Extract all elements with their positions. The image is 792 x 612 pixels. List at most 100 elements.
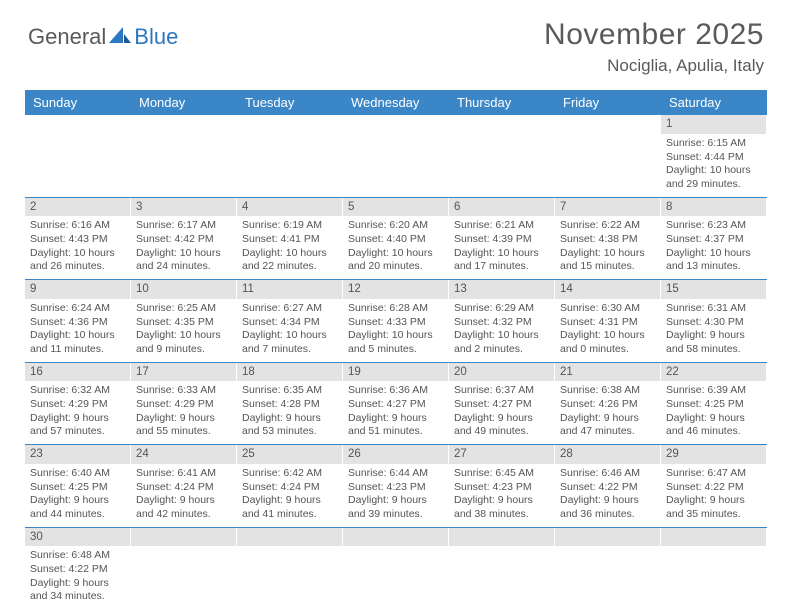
day-details: Sunrise: 6:32 AMSunset: 4:29 PMDaylight:… xyxy=(25,381,130,444)
calendar-cell xyxy=(343,528,449,610)
day-number: 22 xyxy=(661,363,766,382)
day-number: 15 xyxy=(661,280,766,299)
calendar-cell: 26Sunrise: 6:44 AMSunset: 4:23 PMDayligh… xyxy=(343,445,449,527)
day-number: 7 xyxy=(555,198,660,217)
calendar-cell: 22Sunrise: 6:39 AMSunset: 4:25 PMDayligh… xyxy=(661,363,767,445)
calendar-cell: 6Sunrise: 6:21 AMSunset: 4:39 PMDaylight… xyxy=(449,198,555,280)
logo-text-blue: Blue xyxy=(134,24,178,50)
day-details xyxy=(555,133,660,183)
month-title: November 2025 xyxy=(544,18,764,52)
day-number: 11 xyxy=(237,280,342,299)
day-number xyxy=(555,115,660,133)
day-details: Sunrise: 6:31 AMSunset: 4:30 PMDaylight:… xyxy=(661,299,766,362)
calendar-cell: 4Sunrise: 6:19 AMSunset: 4:41 PMDaylight… xyxy=(237,198,343,280)
day-number: 20 xyxy=(449,363,554,382)
day-number: 21 xyxy=(555,363,660,382)
calendar-cell: 16Sunrise: 6:32 AMSunset: 4:29 PMDayligh… xyxy=(25,363,131,445)
day-number xyxy=(131,528,236,546)
day-number: 14 xyxy=(555,280,660,299)
day-details: Sunrise: 6:27 AMSunset: 4:34 PMDaylight:… xyxy=(237,299,342,362)
calendar-week: 16Sunrise: 6:32 AMSunset: 4:29 PMDayligh… xyxy=(25,363,767,446)
calendar-week: 23Sunrise: 6:40 AMSunset: 4:25 PMDayligh… xyxy=(25,445,767,528)
day-number: 27 xyxy=(449,445,554,464)
day-details: Sunrise: 6:17 AMSunset: 4:42 PMDaylight:… xyxy=(131,216,236,279)
day-details: Sunrise: 6:38 AMSunset: 4:26 PMDaylight:… xyxy=(555,381,660,444)
calendar-cell: 18Sunrise: 6:35 AMSunset: 4:28 PMDayligh… xyxy=(237,363,343,445)
day-number: 16 xyxy=(25,363,130,382)
calendar-cell xyxy=(555,115,661,197)
location-label: Nociglia, Apulia, Italy xyxy=(544,56,764,76)
calendar-cell: 11Sunrise: 6:27 AMSunset: 4:34 PMDayligh… xyxy=(237,280,343,362)
weekday-label: Thursday xyxy=(449,90,555,115)
calendar-cell: 27Sunrise: 6:45 AMSunset: 4:23 PMDayligh… xyxy=(449,445,555,527)
weekday-label: Tuesday xyxy=(237,90,343,115)
calendar-cell: 8Sunrise: 6:23 AMSunset: 4:37 PMDaylight… xyxy=(661,198,767,280)
weekday-label: Monday xyxy=(131,90,237,115)
weekday-label: Friday xyxy=(555,90,661,115)
day-details: Sunrise: 6:37 AMSunset: 4:27 PMDaylight:… xyxy=(449,381,554,444)
day-details xyxy=(555,546,660,596)
day-details xyxy=(237,133,342,183)
day-details: Sunrise: 6:30 AMSunset: 4:31 PMDaylight:… xyxy=(555,299,660,362)
day-number: 28 xyxy=(555,445,660,464)
day-number: 26 xyxy=(343,445,448,464)
calendar-cell: 21Sunrise: 6:38 AMSunset: 4:26 PMDayligh… xyxy=(555,363,661,445)
day-number: 4 xyxy=(237,198,342,217)
day-number: 12 xyxy=(343,280,448,299)
day-details xyxy=(237,546,342,596)
day-number: 2 xyxy=(25,198,130,217)
calendar-cell: 20Sunrise: 6:37 AMSunset: 4:27 PMDayligh… xyxy=(449,363,555,445)
day-details xyxy=(131,546,236,596)
day-number: 24 xyxy=(131,445,236,464)
day-details xyxy=(343,546,448,596)
day-details: Sunrise: 6:15 AMSunset: 4:44 PMDaylight:… xyxy=(661,134,766,197)
day-details: Sunrise: 6:47 AMSunset: 4:22 PMDaylight:… xyxy=(661,464,766,527)
calendar-cell: 24Sunrise: 6:41 AMSunset: 4:24 PMDayligh… xyxy=(131,445,237,527)
day-details: Sunrise: 6:44 AMSunset: 4:23 PMDaylight:… xyxy=(343,464,448,527)
calendar-cell: 29Sunrise: 6:47 AMSunset: 4:22 PMDayligh… xyxy=(661,445,767,527)
calendar-cell: 19Sunrise: 6:36 AMSunset: 4:27 PMDayligh… xyxy=(343,363,449,445)
calendar-cell xyxy=(25,115,131,197)
calendar-cell xyxy=(555,528,661,610)
calendar-cell xyxy=(237,115,343,197)
calendar-cell: 3Sunrise: 6:17 AMSunset: 4:42 PMDaylight… xyxy=(131,198,237,280)
day-details: Sunrise: 6:24 AMSunset: 4:36 PMDaylight:… xyxy=(25,299,130,362)
day-number: 19 xyxy=(343,363,448,382)
day-number: 25 xyxy=(237,445,342,464)
day-details: Sunrise: 6:33 AMSunset: 4:29 PMDaylight:… xyxy=(131,381,236,444)
day-number: 29 xyxy=(661,445,766,464)
calendar-cell: 15Sunrise: 6:31 AMSunset: 4:30 PMDayligh… xyxy=(661,280,767,362)
calendar-cell: 17Sunrise: 6:33 AMSunset: 4:29 PMDayligh… xyxy=(131,363,237,445)
day-details: Sunrise: 6:16 AMSunset: 4:43 PMDaylight:… xyxy=(25,216,130,279)
day-details: Sunrise: 6:46 AMSunset: 4:22 PMDaylight:… xyxy=(555,464,660,527)
day-number xyxy=(555,528,660,546)
day-number: 5 xyxy=(343,198,448,217)
day-details: Sunrise: 6:22 AMSunset: 4:38 PMDaylight:… xyxy=(555,216,660,279)
day-details: Sunrise: 6:39 AMSunset: 4:25 PMDaylight:… xyxy=(661,381,766,444)
day-details xyxy=(661,546,766,596)
calendar-week: 1Sunrise: 6:15 AMSunset: 4:44 PMDaylight… xyxy=(25,115,767,198)
calendar-cell: 7Sunrise: 6:22 AMSunset: 4:38 PMDaylight… xyxy=(555,198,661,280)
calendar-cell xyxy=(449,528,555,610)
day-number: 8 xyxy=(661,198,766,217)
day-number: 18 xyxy=(237,363,342,382)
calendar-cell: 12Sunrise: 6:28 AMSunset: 4:33 PMDayligh… xyxy=(343,280,449,362)
day-number xyxy=(449,528,554,546)
calendar-cell: 14Sunrise: 6:30 AMSunset: 4:31 PMDayligh… xyxy=(555,280,661,362)
calendar-cell xyxy=(237,528,343,610)
calendar-cell xyxy=(131,115,237,197)
calendar-cell: 30Sunrise: 6:48 AMSunset: 4:22 PMDayligh… xyxy=(25,528,131,610)
calendar-week: 30Sunrise: 6:48 AMSunset: 4:22 PMDayligh… xyxy=(25,528,767,610)
calendar-cell: 25Sunrise: 6:42 AMSunset: 4:24 PMDayligh… xyxy=(237,445,343,527)
day-details: Sunrise: 6:45 AMSunset: 4:23 PMDaylight:… xyxy=(449,464,554,527)
day-details: Sunrise: 6:19 AMSunset: 4:41 PMDaylight:… xyxy=(237,216,342,279)
calendar-cell: 9Sunrise: 6:24 AMSunset: 4:36 PMDaylight… xyxy=(25,280,131,362)
calendar-cell: 2Sunrise: 6:16 AMSunset: 4:43 PMDaylight… xyxy=(25,198,131,280)
day-details: Sunrise: 6:28 AMSunset: 4:33 PMDaylight:… xyxy=(343,299,448,362)
day-number xyxy=(661,528,766,546)
day-details: Sunrise: 6:35 AMSunset: 4:28 PMDaylight:… xyxy=(237,381,342,444)
calendar-week: 2Sunrise: 6:16 AMSunset: 4:43 PMDaylight… xyxy=(25,198,767,281)
day-number: 6 xyxy=(449,198,554,217)
day-number: 13 xyxy=(449,280,554,299)
weekday-label: Saturday xyxy=(661,90,767,115)
